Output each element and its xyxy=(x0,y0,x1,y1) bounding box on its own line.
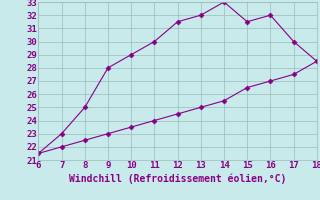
X-axis label: Windchill (Refroidissement éolien,°C): Windchill (Refroidissement éolien,°C) xyxy=(69,173,286,184)
